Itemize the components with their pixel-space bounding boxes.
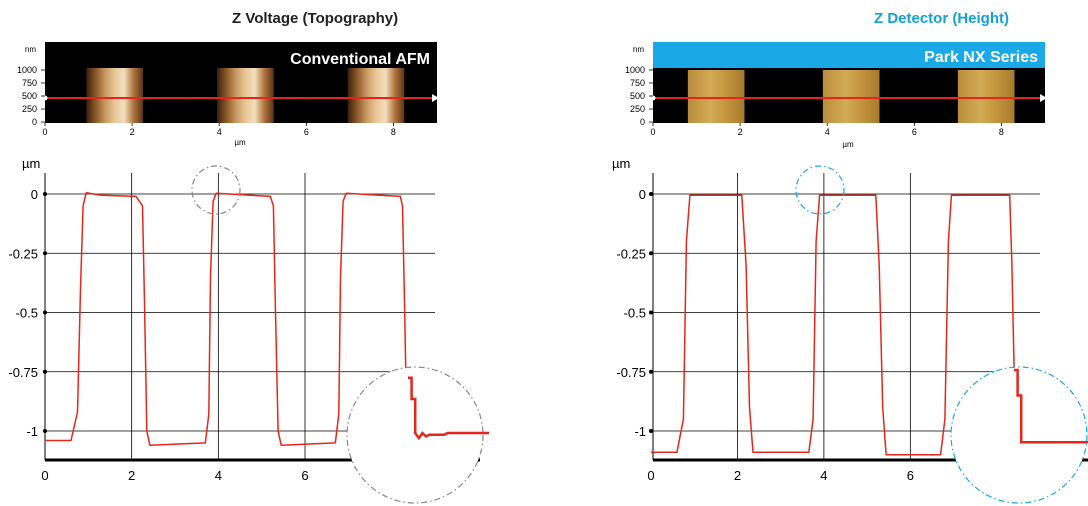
zoom-detail-line: [1014, 368, 1088, 444]
highlight-circle: [191, 165, 241, 215]
image-x-tick-label: 8: [391, 127, 396, 137]
y-tick-label: -0.5: [16, 306, 38, 321]
afm-pad: [347, 68, 405, 123]
chart-svg: Conventional AFM nm 1000 750 500 250 0 0 2 4 6 8…: [8, 42, 489, 504]
image-y-tick-label: 750: [630, 78, 645, 88]
scan-line-start-dot: [650, 95, 656, 101]
image-y-tick-label: 1000: [17, 65, 37, 75]
y-tick-label: -1: [26, 424, 38, 439]
image-banner-label: Park NX Series: [924, 49, 1038, 66]
x-tick-label: 0: [647, 468, 654, 483]
y-tick-label: -0.25: [8, 246, 38, 261]
y-tick-dot: [43, 251, 47, 256]
image-y-tick-label: 0: [32, 117, 37, 127]
image-x-tick-label: 4: [825, 127, 830, 137]
y-tick-dot: [43, 310, 47, 315]
scan-line-arrow: [1040, 94, 1047, 102]
image-x-tick-label: 6: [304, 127, 309, 137]
x-tick-label: 6: [907, 468, 914, 483]
afm-pad: [217, 68, 274, 123]
image-x-tick-label: 2: [130, 127, 135, 137]
y-ticks: 0 -0.25 -0.5 -0.75 -1: [616, 187, 653, 439]
image-x-tick-label: 4: [217, 127, 222, 137]
y-ticks: 0 -0.25 -0.5 -0.75 -1: [8, 187, 47, 439]
afm-pad: [86, 68, 143, 123]
zoom-callout: [346, 366, 489, 504]
image-unit-label: nm: [633, 45, 644, 54]
x-tick-label: 4: [820, 468, 827, 483]
zoom-detail-line: [408, 376, 489, 441]
right-panel: Z Detector (Height) Park NX Series nm 10…: [544, 0, 1088, 506]
y-tick-dot: [649, 192, 653, 196]
image-y-ticks: 1000 750 500 250 0: [17, 65, 45, 127]
x-tick-label: 4: [215, 468, 222, 483]
afm-pads: [86, 68, 405, 123]
y-tick-label: -0.5: [624, 306, 646, 321]
image-y-ticks: 1000 750 500 250 0: [625, 65, 653, 127]
y-axis-label: µm: [22, 156, 40, 171]
zoom-callout: [950, 366, 1088, 504]
y-tick-dot: [43, 192, 47, 196]
chart-svg: Park NX Series nm 1000 750 500 250 0 0 2 4 6 8 µ…: [612, 42, 1088, 504]
profile-chart: µm 0 -0.25 -0.5 -0.75 -1 0 2 4 6: [612, 156, 1088, 504]
y-tick-label: -0.25: [616, 246, 646, 261]
y-tick-dot: [649, 369, 653, 374]
image-x-label: µm: [842, 140, 854, 149]
image-banner-label: Conventional AFM: [290, 51, 430, 68]
image-y-tick-label: 0: [640, 117, 645, 127]
afm-image-strip: Park NX Series nm 1000 750 500 250 0 0 2 4 6 8 µ…: [625, 42, 1047, 149]
image-y-tick-label: 500: [630, 91, 645, 101]
image-y-tick-label: 250: [630, 104, 645, 114]
chart-title: Z Detector (Height): [874, 10, 1009, 27]
image-x-tick-label: 6: [912, 127, 917, 137]
afm-pad: [687, 70, 745, 123]
image-unit-label: nm: [25, 45, 36, 54]
y-tick-label: -0.75: [8, 365, 38, 380]
y-tick-dot: [43, 429, 47, 433]
afm-pad: [822, 70, 880, 123]
y-tick-dot: [43, 369, 47, 374]
x-ticks: 0 2 4 6: [41, 468, 308, 483]
scan-line-start-dot: [42, 95, 48, 101]
height-profile-line: [45, 192, 435, 446]
x-tick-label: 6: [301, 468, 308, 483]
y-tick-dot: [649, 310, 653, 315]
y-tick-label: -1: [634, 424, 646, 439]
scan-line-arrow: [432, 94, 439, 102]
image-x-ticks: 0 2 4 6 8: [42, 123, 396, 137]
x-tick-label: 2: [734, 468, 741, 483]
image-x-ticks: 0 2 4 6 8: [650, 123, 1004, 137]
image-x-tick-label: 8: [999, 127, 1004, 137]
image-x-tick-label: 0: [42, 127, 47, 137]
y-tick-label: -0.75: [616, 365, 646, 380]
highlight-circle: [795, 165, 845, 215]
afm-image-strip: Conventional AFM nm 1000 750 500 250 0 0 2 4 6 8…: [17, 42, 439, 147]
image-x-tick-label: 2: [738, 127, 743, 137]
image-y-tick-label: 750: [22, 78, 37, 88]
image-y-tick-label: 500: [22, 91, 37, 101]
y-tick-label: 0: [31, 187, 38, 202]
afm-pad: [957, 70, 1015, 123]
image-y-tick-label: 1000: [625, 65, 645, 75]
image-y-tick-label: 250: [22, 104, 37, 114]
image-x-label: µm: [234, 138, 246, 147]
left-panel: Z Voltage (Topography) Conventional AFM …: [8, 10, 489, 504]
height-profile-line: [651, 194, 1040, 456]
chart-title: Z Voltage (Topography): [232, 10, 399, 27]
image-banner: [653, 42, 1045, 68]
image-x-tick-label: 0: [650, 127, 655, 137]
y-tick-label: 0: [639, 187, 646, 202]
profile-chart: µm 0 -0.25 -0.5 -0.75 -1 0 2 4 6: [8, 156, 489, 504]
y-tick-dot: [649, 251, 653, 256]
x-tick-label: 2: [128, 468, 135, 483]
y-tick-dot: [649, 429, 653, 433]
zoom-circle: [346, 366, 484, 504]
zoom-circle: [950, 366, 1088, 504]
x-ticks: 0 2 4 6: [647, 468, 914, 483]
afm-pads: [687, 70, 1015, 123]
y-axis-label: µm: [612, 156, 630, 171]
x-tick-label: 0: [41, 468, 48, 483]
